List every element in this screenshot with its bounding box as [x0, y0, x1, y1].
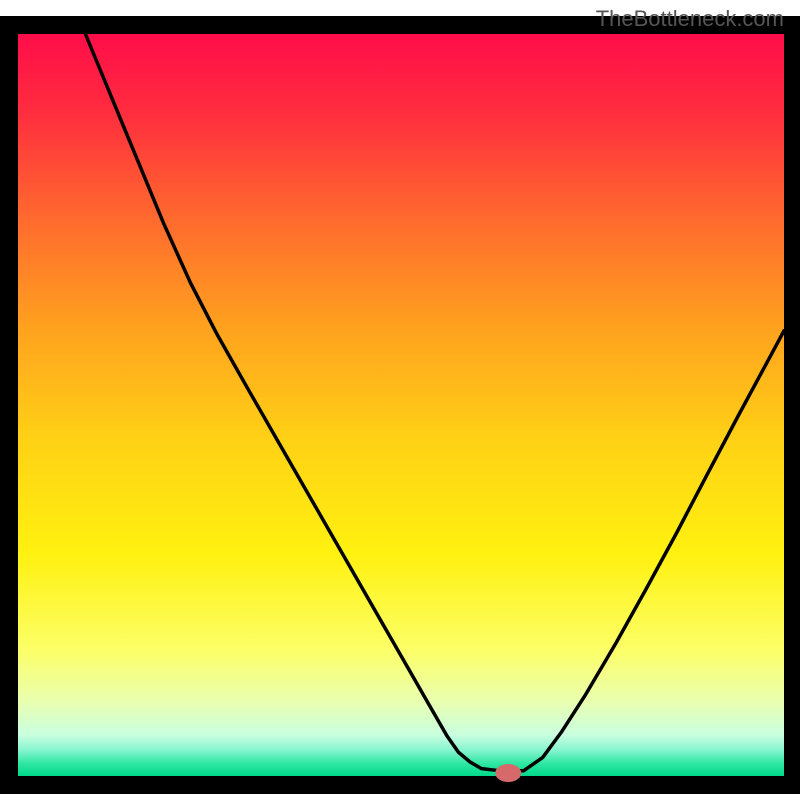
chart-svg: [0, 0, 800, 800]
bottleneck-chart: TheBottleneck.com: [0, 0, 800, 800]
optimal-point-marker: [495, 764, 521, 782]
